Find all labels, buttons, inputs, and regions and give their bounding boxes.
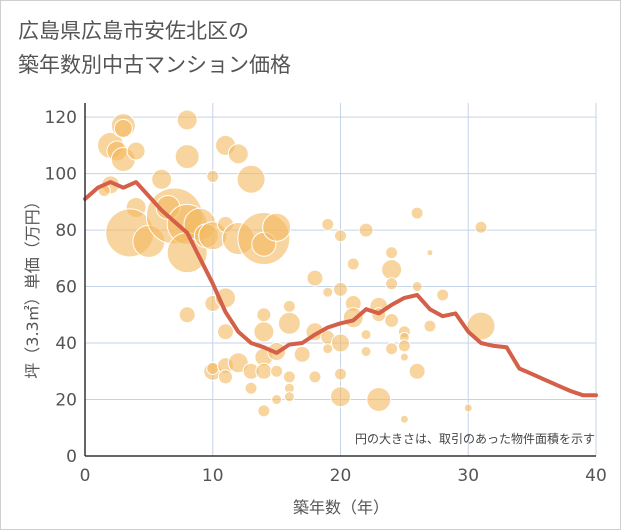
data-bubble — [426, 249, 434, 257]
data-bubble — [366, 387, 392, 413]
x-tick-labels: 0 10 20 30 40 — [80, 466, 607, 486]
data-bubble — [410, 206, 424, 220]
data-bubble — [346, 257, 360, 271]
chart-title: 広島県広島市安佐北区の 築年数別中古マンション価格 — [18, 14, 291, 82]
data-bubble — [399, 352, 409, 362]
data-bubble — [322, 343, 334, 355]
average-price-line — [83, 180, 598, 398]
x-axis-label: 築年数（年） — [293, 498, 389, 517]
data-bubble — [331, 333, 350, 353]
data-bubble — [321, 217, 335, 231]
x-tick-label: 20 — [330, 466, 352, 486]
data-bubble — [334, 229, 347, 243]
data-bubble — [381, 259, 403, 281]
data-bubble — [384, 312, 400, 328]
data-bubble — [271, 394, 283, 406]
data-bubble — [385, 277, 399, 291]
data-bubble — [277, 311, 301, 335]
x-tick-label: 40 — [585, 466, 607, 486]
data-bubble — [322, 286, 334, 298]
data-bubble — [113, 118, 133, 138]
data-bubble — [330, 386, 351, 408]
data-bubble — [151, 168, 173, 190]
data-bubble — [176, 109, 198, 131]
data-bubble — [423, 319, 437, 333]
data-bubble — [342, 307, 364, 329]
y-tick-label: 40 — [55, 334, 77, 354]
data-bubble — [227, 143, 249, 165]
data-bubble — [306, 269, 324, 287]
data-bubble — [206, 361, 220, 375]
y-tick-label: 80 — [55, 221, 77, 241]
y-tick-label: 100 — [45, 165, 77, 185]
y-tick-label: 20 — [55, 391, 77, 411]
data-bubble — [282, 299, 296, 313]
data-bubble — [385, 342, 399, 356]
y-tick-labels: 0 20 40 60 80 100 120 — [45, 108, 77, 467]
data-bubble — [283, 391, 295, 403]
bubble-layer — [97, 109, 496, 424]
data-bubble — [206, 169, 220, 183]
data-bubble — [411, 281, 423, 293]
data-bubble — [360, 329, 372, 341]
data-bubble — [358, 222, 374, 238]
data-bubble — [436, 288, 450, 302]
data-bubble — [308, 370, 322, 384]
data-bubble — [174, 144, 200, 170]
line-series-layer — [83, 180, 598, 398]
data-bubble — [385, 246, 399, 260]
y-tick-label: 0 — [66, 447, 77, 467]
data-bubble — [262, 212, 292, 242]
data-bubble — [466, 311, 496, 341]
data-bubble — [293, 345, 311, 363]
x-tick-label: 10 — [202, 466, 224, 486]
data-bubble — [218, 369, 234, 385]
data-bubble — [397, 339, 411, 353]
data-bubble — [227, 352, 249, 374]
data-bubble — [474, 220, 488, 234]
data-bubble — [217, 323, 235, 341]
data-bubble — [257, 404, 271, 418]
data-bubble — [408, 362, 426, 380]
data-bubble — [244, 381, 258, 395]
chart-title-line1: 広島県広島市安佐北区の — [18, 19, 249, 43]
data-bubble — [253, 321, 275, 343]
size-annotation: 円の大きさは、取引のあった物件面積を示す — [355, 431, 595, 446]
y-tick-label: 120 — [45, 108, 77, 128]
x-tick-label: 30 — [457, 466, 479, 486]
data-bubble — [126, 141, 146, 161]
axes — [84, 103, 596, 457]
chart-title-line2: 築年数別中古マンション価格 — [18, 53, 291, 77]
data-bubble — [270, 364, 284, 378]
data-bubble — [463, 403, 473, 413]
data-bubble — [255, 362, 273, 380]
y-axis-label: 坪（3.3㎡）単価（万円） — [23, 193, 42, 378]
data-bubble — [399, 414, 409, 424]
data-bubble — [282, 370, 296, 384]
data-bubble — [256, 307, 272, 323]
data-bubble — [178, 306, 196, 324]
data-bubble — [333, 281, 348, 297]
y-tick-label: 60 — [55, 278, 77, 298]
data-bubble — [360, 346, 372, 358]
data-bubble — [236, 164, 266, 194]
data-bubble — [334, 367, 347, 381]
x-tick-label: 0 — [80, 466, 91, 486]
